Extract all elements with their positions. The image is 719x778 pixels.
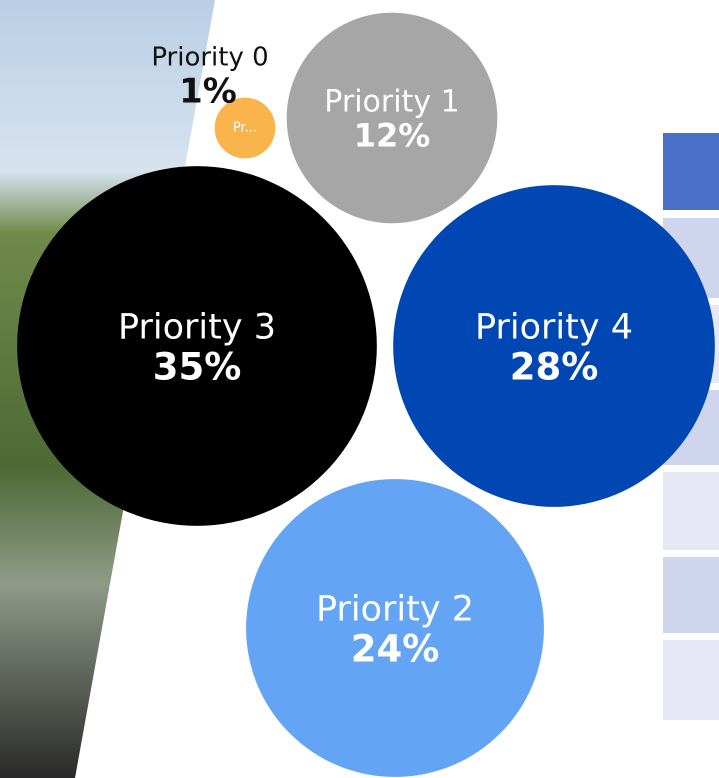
bubble <box>286 12 498 224</box>
bubble <box>214 97 276 159</box>
bubble-label: Priority 2 <box>316 590 474 630</box>
bubble-label: Priority 0 <box>151 43 268 73</box>
table-row <box>663 640 719 720</box>
bubble <box>246 479 544 777</box>
bubble-label: Priority 3 <box>118 308 276 348</box>
table-header <box>663 133 719 210</box>
table-row <box>663 472 719 550</box>
bubble-value: 35% <box>153 345 242 388</box>
bubble-label: Priority 4 <box>475 308 633 348</box>
table-row <box>663 557 719 633</box>
bubble-value: 12% <box>354 117 431 155</box>
bubble <box>393 185 715 507</box>
bubble-value: 24% <box>351 627 440 670</box>
bubble <box>17 166 377 526</box>
bubble-value: 1% <box>179 72 237 112</box>
bubble-value: 28% <box>510 345 599 388</box>
bubble-short-label: Pr... <box>233 121 257 136</box>
bubble-label: Priority 1 <box>324 85 459 120</box>
